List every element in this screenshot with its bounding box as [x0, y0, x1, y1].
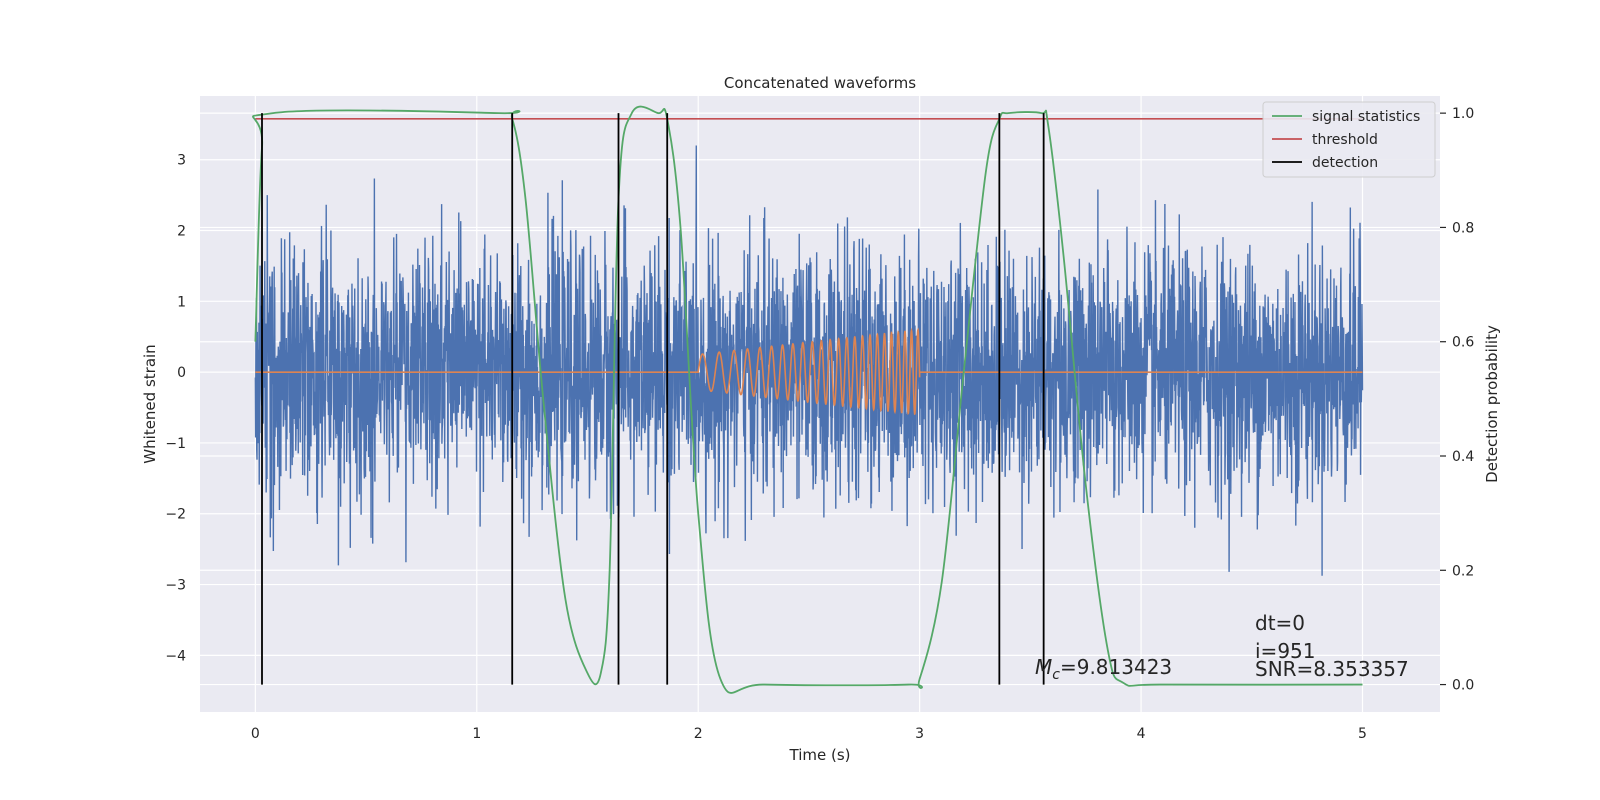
y2-tick-label: 0.6	[1452, 335, 1474, 351]
chart-title: Concatenated waveforms	[724, 74, 916, 92]
legend: signal statistics threshold detection	[1262, 101, 1436, 178]
x-tick-label: 4	[1137, 726, 1146, 742]
y-axis-label: Whitened strain	[141, 344, 159, 463]
strain-line	[254, 145, 1364, 576]
y-tick-label: 1	[177, 294, 186, 310]
series-group	[252, 105, 1364, 694]
legend-label-signal-statistics: signal statistics	[1312, 109, 1420, 125]
x-axis-label: Time (s)	[789, 746, 851, 764]
legend-box	[1262, 101, 1436, 178]
annotation-mc: Mc=9.813423	[1035, 655, 1172, 683]
y2-axis-label: Detection probability	[1483, 325, 1501, 483]
tick-labels: 0 1 2 3 4 5 −4 −3 −2 −1 0 1 2 3 0.0 0.2 0.4 0.6 0.8 1.0	[165, 106, 1474, 742]
x-tick-label: 2	[694, 726, 703, 742]
y2-tick-label: 0.8	[1452, 220, 1474, 236]
x-tick-label: 3	[915, 726, 924, 742]
y-tick-label: 0	[177, 365, 186, 381]
y2-tick-label: 1.0	[1452, 106, 1474, 122]
y2-tick-label: 0.4	[1452, 449, 1474, 465]
legend-label-threshold: threshold	[1312, 132, 1378, 148]
annotation-mc-symbol: M	[1035, 655, 1052, 679]
annotation-dt: dt=0	[1255, 611, 1305, 635]
signal-statistics-line	[252, 105, 1363, 694]
y-tick-label: 2	[177, 224, 186, 240]
y2-tick-label: 0.0	[1452, 678, 1474, 694]
annotation-mc-value: =9.813423	[1060, 655, 1172, 679]
legend-label-detection: detection	[1312, 155, 1378, 171]
y-tick-label: −3	[165, 578, 186, 594]
x-tick-label: 1	[472, 726, 481, 742]
injection-line	[255, 327, 1363, 416]
y-tick-label: −1	[165, 436, 186, 452]
y-tick-label: −2	[165, 507, 186, 523]
y2-tick-label: 0.2	[1452, 563, 1474, 579]
x-tick-label: 0	[251, 726, 260, 742]
annotation-mc-sub: c	[1052, 667, 1060, 683]
annotation-i: i=951	[1255, 639, 1316, 663]
x-tick-label: 5	[1358, 726, 1367, 742]
y-tick-label: 3	[177, 153, 186, 169]
annotation-snr: SNR=8.353357	[1255, 657, 1409, 681]
y-tick-label: −4	[165, 648, 186, 664]
